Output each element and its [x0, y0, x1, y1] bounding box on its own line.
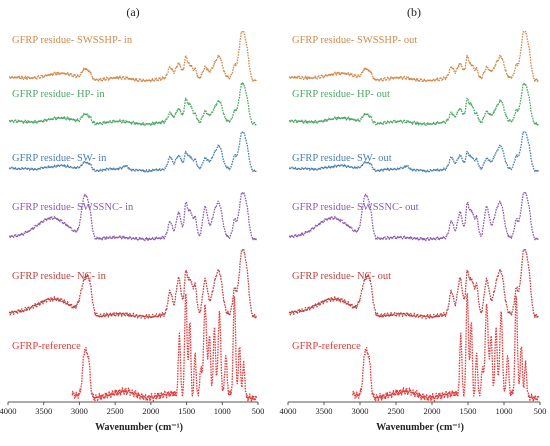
series-label-swssnc: GFRP residue- SWSSNC- out — [292, 202, 419, 213]
series-label-reference: GFRP-reference — [292, 341, 361, 352]
series-line-swsshp — [288, 30, 539, 83]
series-line-reference — [352, 293, 540, 402]
panel-label: (b) — [407, 5, 421, 19]
x-tick-label: 2500 — [107, 406, 124, 416]
series-label-swsshp: GFRP residue- SWSSHP- out — [292, 35, 417, 46]
series-label-nc: GFRP residue- NC- in — [12, 271, 107, 282]
x-tick-label: 3500 — [316, 406, 333, 416]
series-label-sw: GFRP residue- SW- in — [12, 153, 107, 164]
x-tick-label: 3000 — [71, 406, 88, 416]
x-tick-label: 1500 — [178, 406, 195, 416]
series-label-hp: GFRP residue- HP- out — [292, 89, 390, 100]
series-label-nc: GFRP residue- NC- out — [292, 271, 391, 282]
series-label-sw: GFRP residue- SW- out — [292, 153, 392, 164]
x-tick-label: 3000 — [352, 406, 369, 416]
x-tick-label: 3500 — [35, 406, 52, 416]
panel-label: (a) — [126, 5, 139, 19]
series-label-reference: GFRP-reference — [12, 341, 81, 352]
x-tick-label: 1000 — [214, 406, 231, 416]
series-line-swssnc — [8, 192, 257, 242]
series-line-hp — [8, 82, 257, 127]
x-tick-label: 500 — [534, 406, 547, 416]
series-line-sw — [288, 131, 539, 173]
x-axis-title: Wavenumber (cm⁻¹) — [376, 422, 464, 433]
x-axis-title: Wavenumber (cm⁻¹) — [95, 422, 183, 433]
x-tick-label: 1000 — [496, 406, 513, 416]
series-label-swsshp: GFRP residue- SWSSHP- in — [12, 35, 133, 46]
series-label-swssnc: GFRP residue- SWSSNC- in — [12, 202, 134, 213]
series-line-sw — [8, 131, 257, 173]
series-line-nc — [8, 249, 257, 320]
x-tick-label: 500 — [252, 406, 265, 416]
x-tick-label: 2500 — [388, 406, 405, 416]
series-line-swssnc — [288, 192, 539, 242]
x-tick-label: 1500 — [460, 406, 477, 416]
chart-panel-a: (a) GFRP residue- SWSSHP- in GFRP residue-… — [0, 5, 264, 433]
x-tick-label: 4000 — [280, 406, 297, 416]
chart-panel-b: (b) GFRP residue- SWSSHP- out GFRP residue… — [280, 5, 547, 433]
series-line-swsshp — [8, 30, 257, 83]
x-tick-label: 2000 — [424, 406, 441, 416]
series-line-hp — [288, 82, 539, 127]
series-label-hp: GFRP residue- HP- in — [12, 89, 105, 100]
x-tick-label: 2000 — [142, 406, 159, 416]
series-line-reference — [71, 293, 258, 402]
series-line-nc — [288, 249, 539, 320]
x-tick-label: 4000 — [0, 406, 17, 416]
